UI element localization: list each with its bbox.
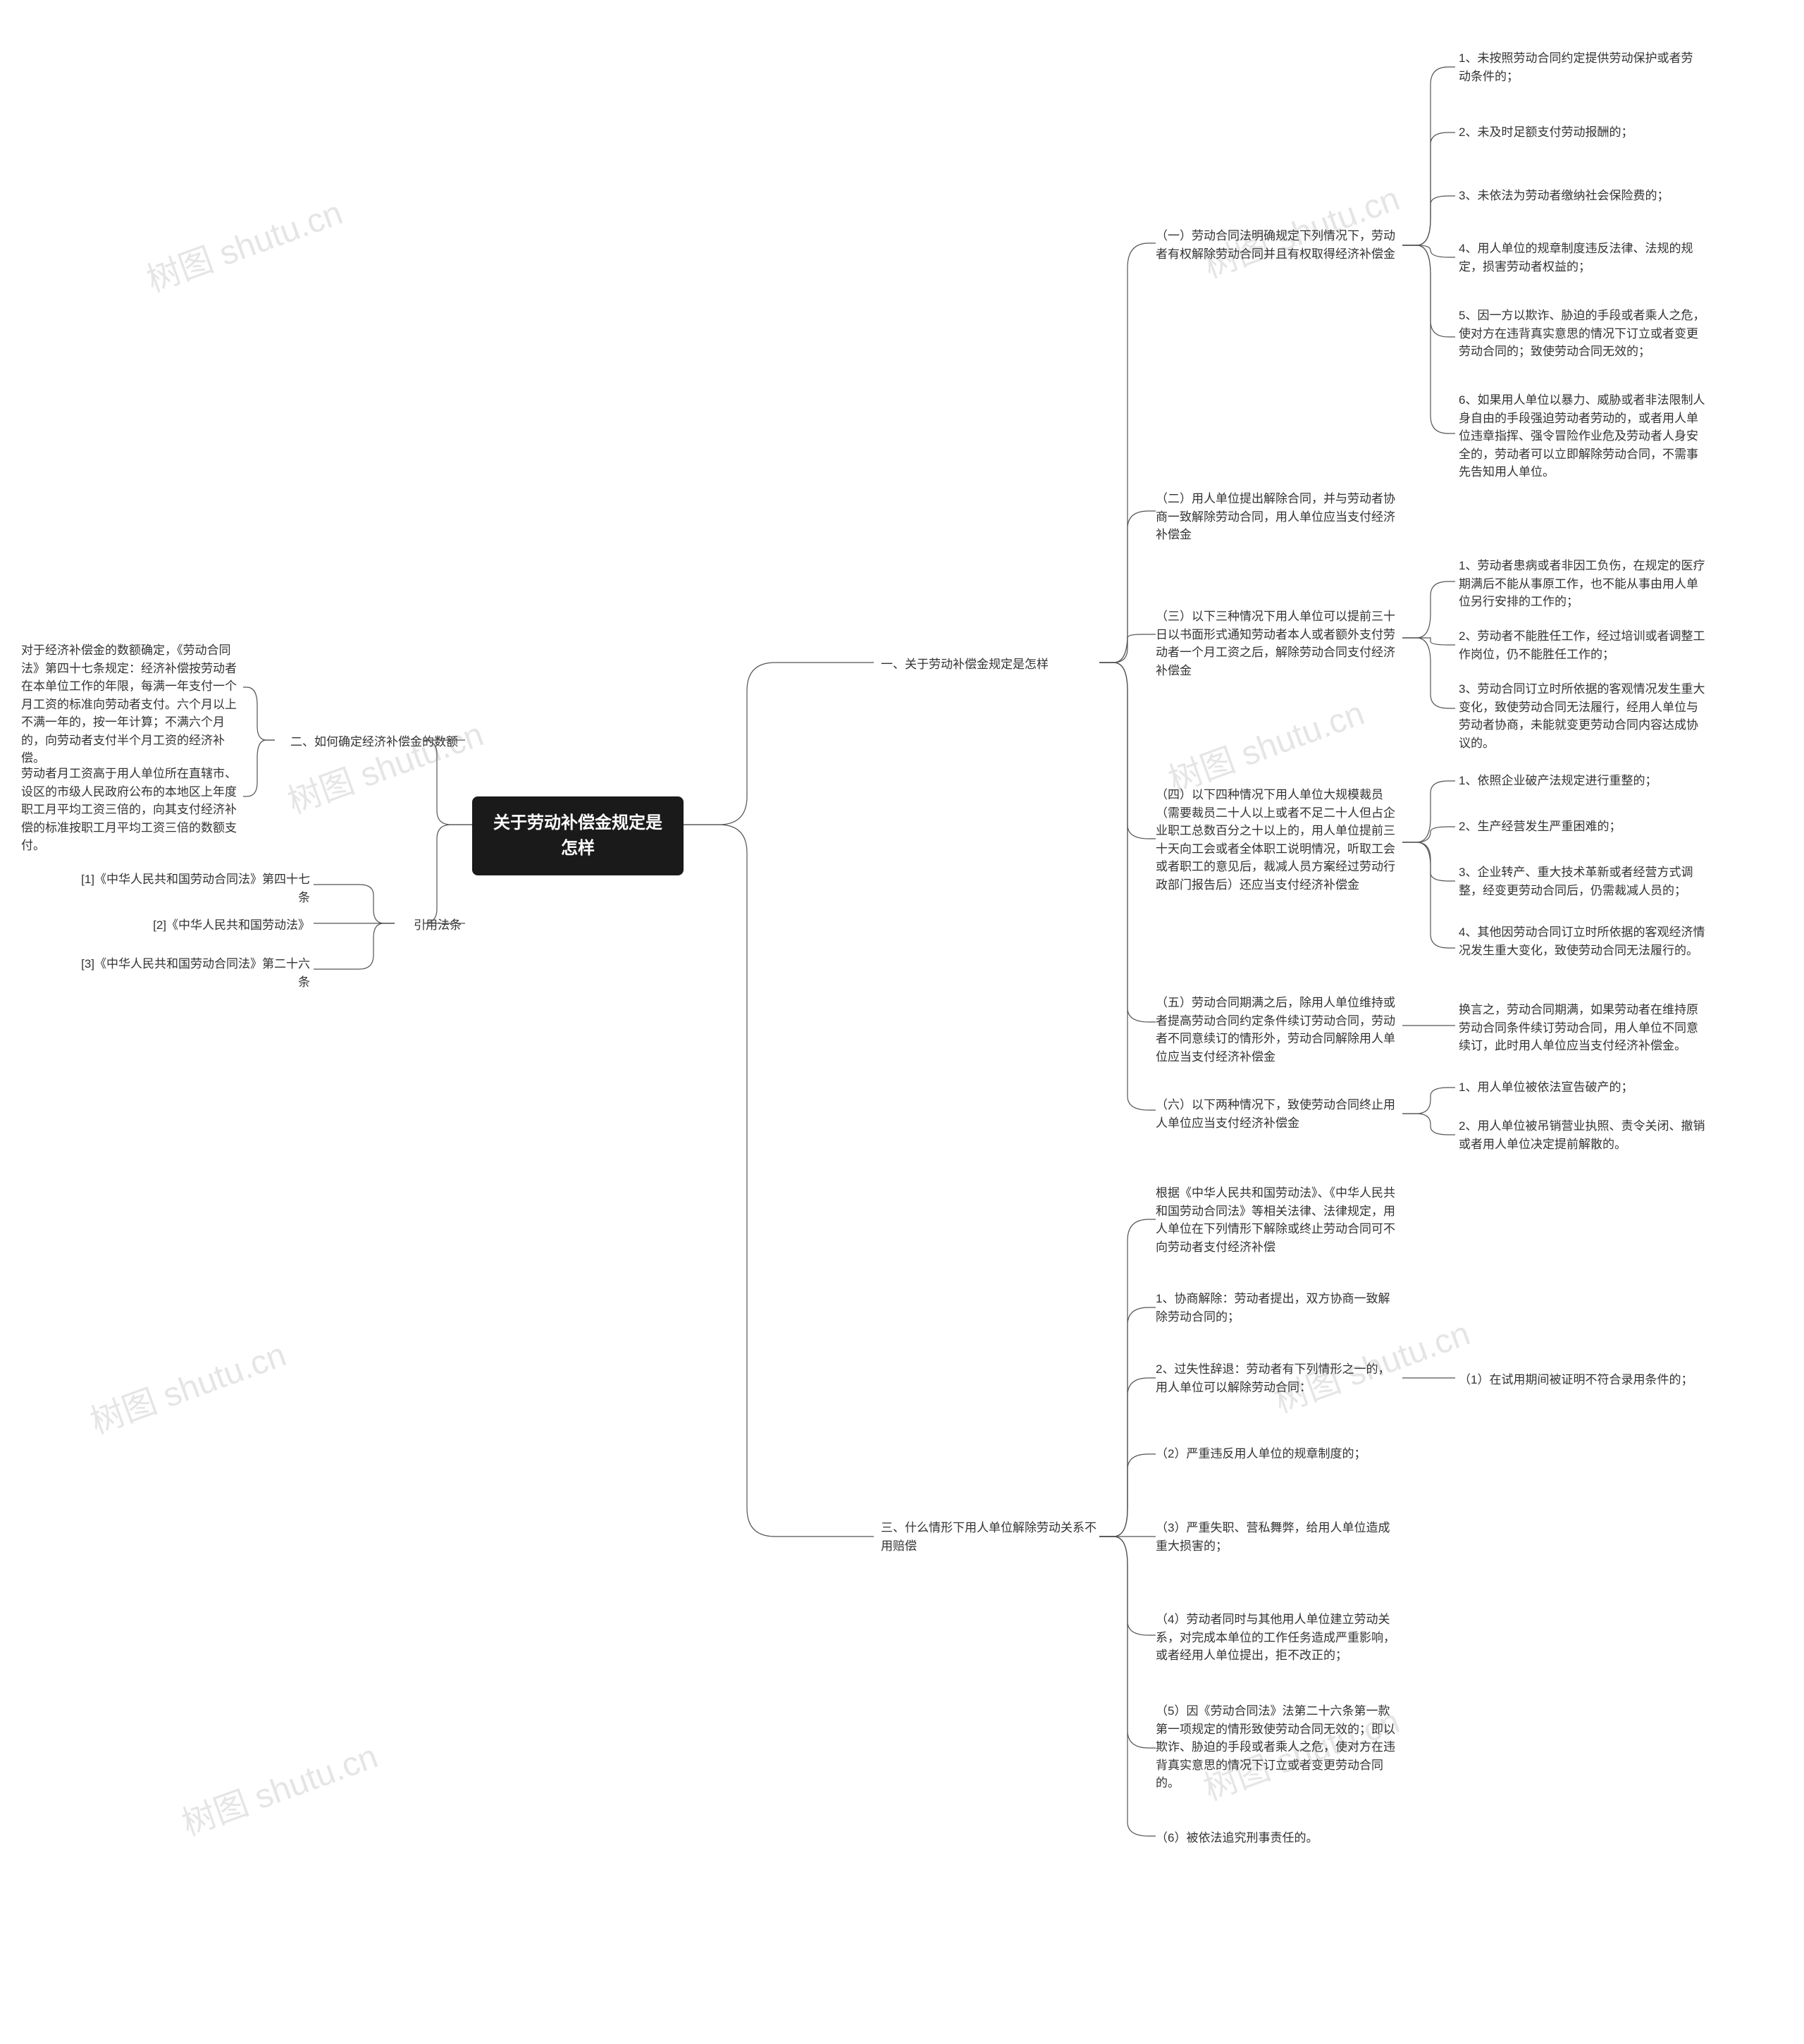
s3-item3: （2）严重违反用人单位的规章制度的； [1156,1445,1395,1463]
s1-sub6-item2: 2、用人单位被吊销营业执照、责令关闭、撤销或者用人单位决定提前解散的。 [1459,1117,1705,1153]
s3-item6: （5）因《劳动合同法》法第二十六条第一款第一项规定的情形致使劳动合同无效的；即以… [1156,1702,1395,1792]
s3-item4: （3）严重失职、营私舞弊，给用人单位造成重大损害的； [1156,1519,1395,1555]
s1-sub6-title: （六）以下两种情况下，致使劳动合同终止用人单位应当支付经济补偿金 [1156,1096,1395,1132]
s1-sub1-title: （一）劳动合同法明确规定下列情况下，劳动者有权解除劳动合同并且有权取得经济补偿金 [1156,227,1395,263]
s1-sub5-title: （五）劳动合同期满之后，除用人单位维持或者提高劳动合同约定条件续订劳动合同，劳动… [1156,994,1395,1066]
section-3-title: 三、什么情形下用人单位解除劳动关系不用赔偿 [881,1519,1099,1555]
s1-sub1-item4: 4、用人单位的规章制度违反法律、法规的规定，损害劳动者权益的； [1459,240,1705,276]
watermark: 树图 shutu.cn [82,1326,292,1443]
watermark: 树图 shutu.cn [280,706,489,823]
s3-intro: 根据《中华人民共和国劳动法》、《中华人民共和国劳动合同法》等相关法律、法律规定，… [1156,1184,1395,1256]
s1-sub5-extra: 换言之，劳动合同期满，如果劳动者在维持原劳动合同条件续订劳动合同，用人单位不同意… [1459,1001,1705,1055]
s2-item1: 对于经济补偿金的数额确定，《劳动合同法》第四十七条规定：经济补偿按劳动者在本单位… [21,641,240,768]
s1-sub4-item3: 3、企业转产、重大技术革新或者经营方式调整，经变更劳动合同后，仍需裁减人员的； [1459,863,1705,899]
s1-sub1-item5: 5、因一方以欺诈、胁迫的手段或者乘人之危，使对方在违背真实意思的情况下订立或者变… [1459,307,1705,361]
s1-sub1-item2: 2、未及时足额支付劳动报酬的； [1459,123,1698,142]
s1-sub2: （二）用人单位提出解除合同，并与劳动者协商一致解除劳动合同，用人单位应当支付经济… [1156,490,1395,544]
s1-sub4-item2: 2、生产经营发生严重困难的； [1459,818,1705,836]
s3-item5: （4）劳动者同时与其他用人单位建立劳动关系，对完成本单位的工作任务造成严重影响，… [1156,1611,1395,1665]
s1-sub4-title: （四）以下四种情况下用人单位大规模裁员（需要裁员二十人以上或者不足二十人但占企业… [1156,786,1395,894]
s1-sub4-item1: 1、依照企业破产法规定进行重整的； [1459,772,1705,790]
section-1-title: 一、关于劳动补偿金规定是怎样 [881,655,1099,674]
s1-sub1-item3: 3、未依法为劳动者缴纳社会保险费的； [1459,187,1705,205]
s1-sub1-item1: 1、未按照劳动合同约定提供劳动保护或者劳动条件的； [1459,49,1698,85]
s3-item2-extra: （1）在试用期间被证明不符合录用条件的； [1459,1371,1705,1389]
s1-sub3-title: （三）以下三种情况下用人单位可以提前三十日以书面形式通知劳动者本人或者额外支付劳… [1156,608,1395,679]
watermark: 树图 shutu.cn [174,1728,383,1845]
s1-sub4-item4: 4、其他因劳动合同订立时所依据的客观经济情况发生重大变化，致使劳动合同无法履行的… [1459,923,1705,959]
s2-item2: 劳动者月工资高于用人单位所在直辖市、设区的市级人民政府公布的本地区上年度职工月平… [21,765,240,855]
refs-item2: [2]《中华人民共和国劳动法》 [70,916,310,935]
refs-item1: [1]《中华人民共和国劳动合同法》第四十七条 [70,870,310,906]
center-node: 关于劳动补偿金规定是怎样 [472,796,684,875]
refs-item3: [3]《中华人民共和国劳动合同法》第二十六条 [70,955,310,991]
section-2-title: 二、如何确定经济补偿金的数额 [275,733,458,751]
s1-sub3-item3: 3、劳动合同订立时所依据的客观情况发生重大变化，致使劳动合同无法履行，经用人单位… [1459,680,1705,752]
watermark: 树图 shutu.cn [139,185,348,301]
s3-item7: （6）被依法追究刑事责任的。 [1156,1829,1395,1847]
s3-item2: 2、过失性辞退：劳动者有下列情形之一的，用人单位可以解除劳动合同： [1156,1360,1395,1396]
s3-item1: 1、协商解除：劳动者提出，双方协商一致解除劳动合同的； [1156,1290,1395,1326]
s1-sub3-item1: 1、劳动者患病或者非因工负伤，在规定的医疗期满后不能从事原工作，也不能从事由用人… [1459,557,1705,611]
s1-sub6-item1: 1、用人单位被依法宣告破产的； [1459,1078,1705,1097]
s1-sub3-item2: 2、劳动者不能胜任工作，经过培训或者调整工作岗位，仍不能胜任工作的； [1459,627,1705,663]
s1-sub1-item6: 6、如果用人单位以暴力、威胁或者非法限制人身自由的手段强迫劳动者劳动的，或者用人… [1459,391,1705,481]
watermark: 树图 shutu.cn [1161,685,1370,801]
refs-title: 引用法条 [398,916,462,935]
